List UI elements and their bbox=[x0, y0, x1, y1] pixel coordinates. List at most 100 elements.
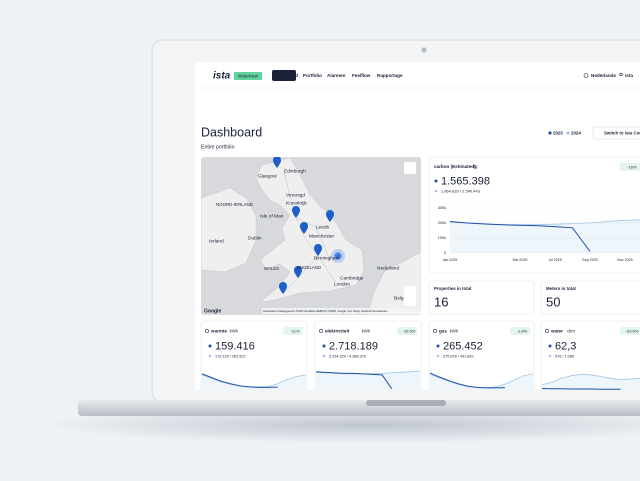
map-land bbox=[255, 157, 365, 303]
change-badge bbox=[510, 327, 530, 335]
map-pin[interactable] bbox=[300, 222, 308, 234]
language[interactable]: Nederlands bbox=[591, 73, 616, 78]
card bbox=[428, 156, 640, 274]
badge-text: Modelview bbox=[238, 73, 259, 78]
map-label: Koninkrijk bbox=[286, 200, 307, 206]
change-badge bbox=[620, 163, 640, 171]
nav-tab[interactable]: Alarmen bbox=[327, 73, 346, 78]
card-title: elektriciteit bbox=[325, 329, 350, 334]
card-unit: kWh bbox=[230, 328, 239, 333]
nav-tab[interactable]: Feelflow bbox=[352, 73, 371, 78]
map-land bbox=[201, 187, 257, 273]
laptop-base bbox=[78, 400, 640, 416]
map-cluster[interactable] bbox=[334, 252, 342, 260]
map-label: Ierland bbox=[209, 238, 224, 244]
screen-edge bbox=[195, 390, 640, 400]
switch-button[interactable] bbox=[592, 126, 640, 140]
change-value: -1.8% bbox=[517, 328, 528, 333]
map-footer: Sneltoetsen Kaartgegevens ©2025 GeoBasis… bbox=[263, 309, 388, 313]
x-tick-label: Nov 2025 bbox=[617, 258, 632, 262]
legend-dot bbox=[566, 131, 570, 135]
map-zoom[interactable] bbox=[404, 286, 416, 306]
card-comparison: 3.254.329 / 4.388.370 bbox=[329, 354, 366, 358]
user[interactable]: ista bbox=[625, 73, 633, 78]
page-subtitle: Entire portfolio bbox=[201, 144, 235, 150]
compare-dot bbox=[322, 354, 326, 358]
nav-tab[interactable]: Portfolio bbox=[303, 73, 322, 78]
map-pin[interactable] bbox=[326, 210, 334, 222]
series-line bbox=[201, 373, 278, 388]
map-label: Nederland bbox=[377, 265, 399, 271]
card-total: 265.452 bbox=[443, 340, 483, 352]
nav-tab[interactable]: Rapportage bbox=[377, 73, 403, 78]
value-dot bbox=[208, 344, 212, 348]
legend-label: 2025 bbox=[553, 130, 563, 135]
stat-label: Meters in total bbox=[546, 286, 576, 291]
series-line bbox=[449, 221, 591, 252]
map-label: London bbox=[334, 281, 350, 287]
compare-dot bbox=[208, 354, 212, 358]
map-fullscreen[interactable] bbox=[404, 162, 416, 174]
map-pin[interactable] bbox=[314, 244, 322, 256]
camera bbox=[421, 47, 427, 53]
map-label: Manchester bbox=[309, 233, 334, 239]
card-comparison: 976 / 1.085 bbox=[555, 354, 574, 358]
map-pin[interactable] bbox=[294, 266, 302, 278]
card-comparison: 179.120 / 262.522 bbox=[215, 354, 246, 358]
legend-label: 2024 bbox=[571, 130, 581, 135]
card-unit: kWh bbox=[450, 328, 459, 333]
map-pin[interactable] bbox=[292, 206, 300, 218]
series-line bbox=[541, 373, 640, 386]
card-unit: cbm bbox=[567, 328, 575, 333]
compare-dot bbox=[436, 354, 440, 358]
map-label: Birmingham bbox=[314, 255, 340, 261]
laptop-shadow bbox=[40, 407, 640, 443]
user-icon bbox=[619, 72, 623, 77]
map-attribution: Google bbox=[204, 308, 221, 314]
change-badge bbox=[283, 327, 303, 335]
logo: ista bbox=[213, 71, 231, 82]
map-pin[interactable] bbox=[273, 156, 281, 168]
map-label: NOORD-IERLAND bbox=[216, 202, 253, 207]
tab-active[interactable] bbox=[272, 70, 296, 81]
card bbox=[428, 280, 535, 315]
change-value: -93.6% bbox=[626, 328, 639, 333]
card-total: 1.565.398 bbox=[441, 175, 490, 187]
metric-icon bbox=[205, 329, 209, 333]
map-label: WALES bbox=[264, 266, 279, 271]
change-value: -11% bbox=[290, 328, 299, 333]
map-label: Leeds bbox=[316, 224, 330, 230]
stat-value: 16 bbox=[434, 294, 448, 309]
card-total: 159.416 bbox=[215, 340, 255, 352]
y-tick-label: 0 bbox=[444, 251, 446, 255]
card-comparison: 275.878 / 491.842 bbox=[443, 354, 474, 358]
map-label: Belg bbox=[394, 295, 404, 301]
nav-tab[interactable]: Dashboard bbox=[274, 73, 298, 78]
y-tick-label: 300k bbox=[438, 206, 446, 210]
series-line bbox=[315, 371, 393, 389]
change-value: -16% bbox=[627, 164, 637, 169]
card-title: warmte bbox=[210, 329, 228, 334]
x-tick-label: Mei 2025 bbox=[513, 258, 528, 262]
map-pin[interactable] bbox=[279, 282, 287, 294]
y-tick-label: 200k bbox=[438, 221, 446, 225]
card-total: 62,3 bbox=[555, 340, 576, 352]
map-label: ENGELAND bbox=[297, 265, 321, 270]
switch-label[interactable]: Switch to ista Con bbox=[604, 130, 640, 135]
map-label: Cambridge bbox=[340, 275, 364, 281]
card-unit: kWh bbox=[362, 328, 371, 333]
card-unit: kg bbox=[473, 164, 478, 169]
series-area bbox=[316, 371, 420, 390]
map bbox=[201, 156, 421, 315]
nav-bar bbox=[195, 62, 640, 88]
map-label: Dublin bbox=[248, 235, 262, 241]
value-dot bbox=[436, 344, 440, 348]
map-label: Glasgow bbox=[258, 173, 277, 179]
map-label: Edinburgh bbox=[284, 168, 306, 174]
page-title: Dashboard bbox=[201, 125, 262, 139]
compare-dot bbox=[434, 189, 438, 193]
metric-icon bbox=[545, 329, 549, 333]
compare-dot bbox=[548, 354, 552, 358]
